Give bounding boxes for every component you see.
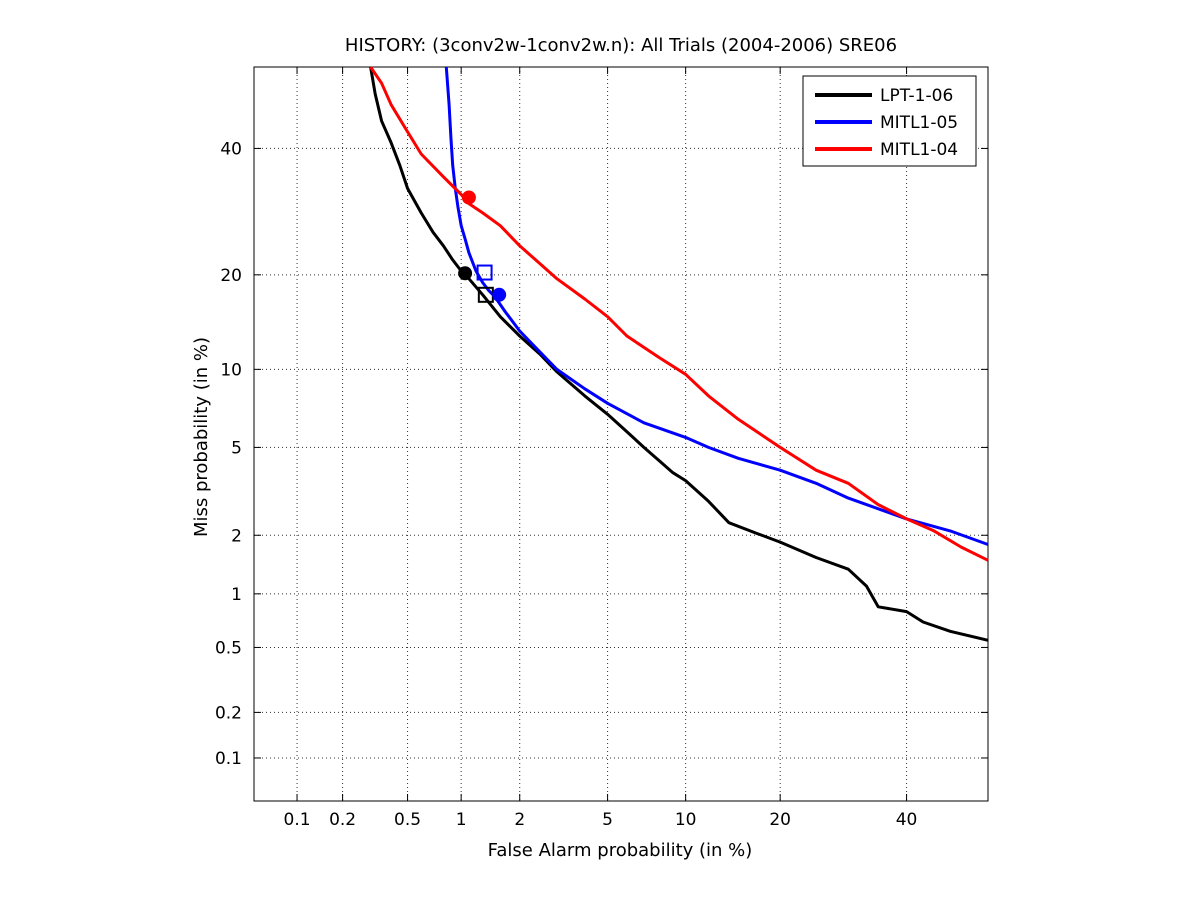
y-tick-label: 5 — [231, 438, 242, 458]
legend-label-lpt-1-06: LPT-1-06 — [880, 86, 953, 106]
legend-items: LPT-1-06 MITL1-05 MITL1-04 — [815, 86, 958, 160]
series-line-mitl1-04 — [369, 66, 989, 562]
y-tick-label: 20 — [220, 266, 242, 286]
y-tick-labels: 0.1 0.2 0.5 1 2 5 10 20 40 — [215, 139, 242, 769]
marker-circle-mitl1-05 — [492, 287, 507, 302]
axis-ticks — [254, 67, 988, 801]
chart-title: HISTORY: (3conv2w-1conv2w.n): All Trials… — [345, 35, 897, 56]
y-tick-label: 2 — [231, 526, 242, 546]
operating-point-markers — [458, 190, 507, 303]
x-tick-label: 0.5 — [394, 810, 421, 830]
marker-square-mitl1-05 — [476, 264, 493, 281]
x-tick-label: 1 — [456, 810, 467, 830]
y-tick-label: 0.2 — [215, 703, 242, 723]
marker-circle-lpt-1-06 — [458, 266, 473, 281]
x-tick-labels: 0.1 0.2 0.5 1 2 5 10 20 40 — [284, 810, 918, 830]
x-tick-label: 2 — [514, 810, 525, 830]
y-tick-label: 10 — [220, 360, 242, 380]
x-tick-label: 40 — [896, 810, 918, 830]
series-line-lpt-1-06 — [369, 66, 989, 642]
x-tick-label: 20 — [769, 810, 791, 830]
y-tick-label: 0.5 — [215, 638, 242, 658]
marker-circle-mitl1-04 — [461, 190, 476, 205]
y-tick-label: 0.1 — [215, 749, 242, 769]
y-tick-label: 40 — [220, 139, 242, 159]
legend: LPT-1-06 MITL1-05 MITL1-04 — [802, 75, 977, 167]
y-tick-label: 1 — [231, 585, 242, 605]
legend-label-mitl1-05: MITL1-05 — [880, 113, 958, 133]
legend-label-mitl1-04: MITL1-04 — [880, 140, 958, 160]
x-tick-label: 10 — [675, 810, 697, 830]
series-line-mitl1-05 — [444, 66, 989, 546]
x-tick-label: 5 — [602, 810, 613, 830]
plot-area-frame — [253, 66, 989, 802]
series-lines — [369, 66, 989, 642]
y-axis-label: Miss probability (in %) — [191, 337, 212, 537]
x-tick-label: 0.1 — [284, 810, 311, 830]
x-tick-label: 0.2 — [329, 810, 356, 830]
x-axis-label: False Alarm probability (in %) — [488, 840, 753, 861]
